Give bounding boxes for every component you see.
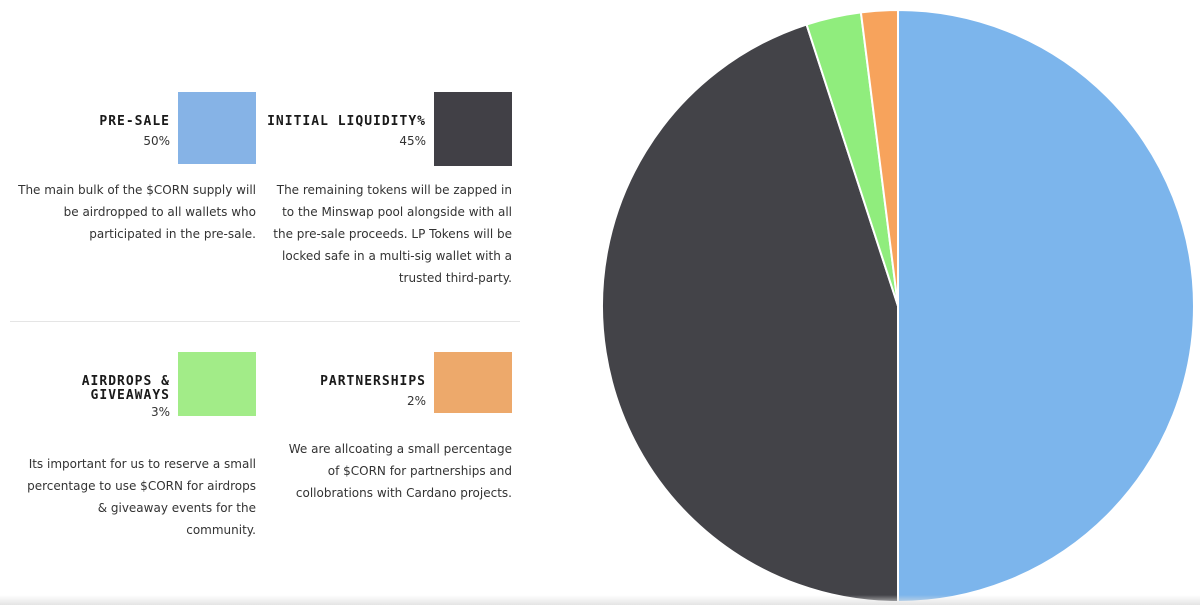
card-percent: 45%	[399, 134, 426, 148]
card-initial-liquidity: INITIAL LIQUIDITY% 45% The remaining tok…	[266, 92, 512, 292]
card-title: PARTNERSHIPS	[320, 374, 426, 389]
card-header: INITIAL LIQUIDITY% 45%	[267, 114, 426, 149]
color-swatch	[434, 352, 512, 413]
card-percent: 3%	[150, 405, 170, 419]
card-pre-sale: PRE-SALE 50% The main bulk of the $CORN …	[0, 92, 256, 252]
card-header: PARTNERSHIPS 2%	[320, 374, 426, 409]
pie-slice-pre-sale[interactable]	[897, 9, 1195, 603]
card-description: We are allcoating a small percentage of …	[288, 442, 512, 500]
allocation-pie-chart	[601, 9, 1195, 603]
card-title: PRE-SALE	[99, 114, 170, 129]
pie-slice-initial-liquidity[interactable]	[601, 23, 899, 603]
color-swatch	[178, 92, 256, 164]
color-swatch	[178, 352, 256, 416]
card-percent: 2%	[406, 394, 426, 408]
card-title: INITIAL LIQUIDITY%	[267, 114, 426, 129]
card-description: The remaining tokens will be zapped in t…	[273, 183, 512, 285]
card-header: PRE-SALE 50%	[99, 114, 170, 149]
card-airdrops-giveaways: AIRDROPS & GIVEAWAYS 3% Its important fo…	[0, 352, 256, 537]
color-swatch	[434, 92, 512, 166]
card-description: Its important for us to reserve a small …	[27, 457, 256, 537]
pie-slice-partnerships[interactable]	[859, 9, 899, 307]
card-description: The main bulk of the $CORN supply will b…	[18, 183, 256, 241]
section-divider	[10, 321, 520, 322]
card-header: AIRDROPS & GIVEAWAYS 3%	[81, 374, 170, 420]
card-partnerships: PARTNERSHIPS 2% We are allcoating a smal…	[266, 352, 512, 512]
bottom-shadow	[0, 595, 1200, 605]
card-title: AIRDROPS & GIVEAWAYS	[81, 374, 170, 403]
card-percent: 50%	[143, 134, 170, 148]
